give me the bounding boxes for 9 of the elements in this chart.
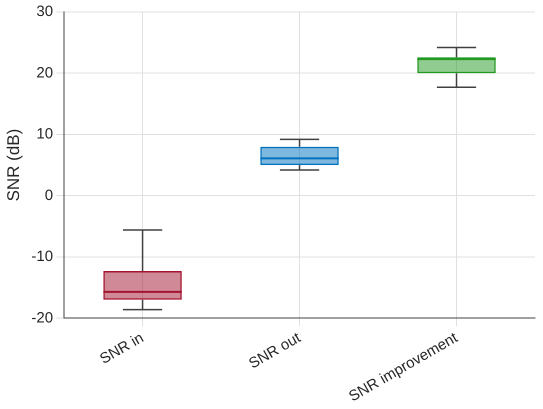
y-axis-title: SNR (dB) <box>4 128 23 202</box>
y-tick-label: -10 <box>31 248 54 266</box>
x-tick-label: SNR in <box>96 329 147 368</box>
y-tick-label: 10 <box>36 126 54 143</box>
y-tick-label: 0 <box>44 186 54 204</box>
x-tick-label: SNR out <box>246 328 304 372</box>
y-tick-label: 20 <box>36 64 54 82</box>
y-tick-label: 30 <box>36 3 54 20</box>
y-tick-label: -20 <box>31 309 54 326</box>
